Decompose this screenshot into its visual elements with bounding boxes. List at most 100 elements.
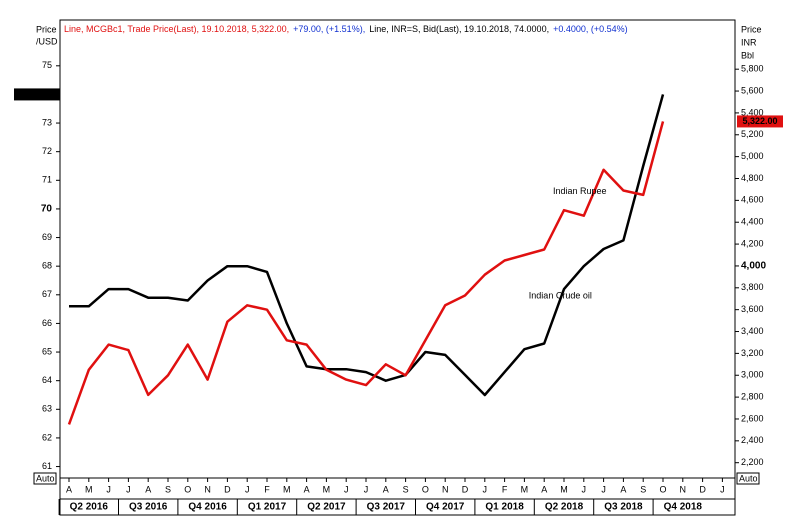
x-tick-label: D — [224, 484, 231, 494]
x-tick-label: N — [680, 484, 687, 494]
x-tick-label: A — [541, 484, 547, 494]
series-line — [67, 121, 665, 425]
last-value-box — [737, 115, 783, 128]
x-tick-label: D — [462, 484, 469, 494]
quarter-label: Q2 2016 — [70, 502, 109, 513]
y-tick-label: 70 — [41, 204, 53, 215]
y2-tick-label: 5,400 — [741, 107, 764, 117]
y2-tick-label: 2,600 — [741, 413, 764, 423]
y2-tick-label: 4,600 — [741, 195, 764, 205]
header-segment: +79.00, (+1.51%), — [293, 24, 365, 34]
y2-tick-label: 5,000 — [741, 151, 764, 161]
x-tick-label: N — [442, 484, 449, 494]
quarter-label: Q3 2018 — [604, 502, 643, 513]
y-axis-title: /USD — [36, 36, 58, 46]
y2-tick-label: 4,800 — [741, 173, 764, 183]
y2-tick-label: 3,200 — [741, 348, 764, 358]
y2-tick-label: 5,600 — [741, 85, 764, 95]
last-value-label: 5,322.00 — [742, 116, 777, 126]
y2-axis-title: Bbl — [741, 50, 754, 60]
y2-tick-label: 3,800 — [741, 282, 764, 292]
y2-tick-label: 4,000 — [741, 261, 766, 272]
header-segment: Line, MCGBc1, Trade Price(Last), 19.10.2… — [64, 24, 289, 34]
quarter-label: Q3 2016 — [129, 502, 168, 513]
quarter-label: Q1 2017 — [248, 502, 287, 513]
y-tick-label: 64 — [42, 375, 52, 385]
y-tick-label: 66 — [42, 318, 52, 328]
x-tick-label: O — [184, 484, 191, 494]
y2-tick-label: 5,800 — [741, 64, 764, 74]
quarter-label: Q4 2016 — [188, 502, 227, 513]
x-tick-label: J — [106, 484, 111, 494]
x-tick-label: M — [521, 484, 529, 494]
auto-box — [736, 472, 760, 485]
quarter-label: Q4 2018 — [664, 502, 703, 513]
y-tick-label: 68 — [42, 261, 52, 271]
x-tick-label: A — [145, 484, 151, 494]
x-tick-label: J — [245, 484, 250, 494]
x-tick-label: F — [502, 484, 508, 494]
x-tick-label: A — [383, 484, 389, 494]
x-tick-label: J — [601, 484, 606, 494]
header-segment: Line, INR=S, Bid(Last), 19.10.2018, 74.0… — [369, 24, 549, 34]
x-axis-frame — [59, 477, 736, 516]
x-tick-label: O — [659, 484, 666, 494]
series-line — [69, 94, 665, 397]
y-tick-label: 63 — [42, 404, 52, 414]
y-tick-label: 62 — [42, 432, 52, 442]
quarter-label: Q2 2018 — [545, 502, 584, 513]
y-tick-label: 67 — [42, 289, 52, 299]
x-tick-label: S — [165, 484, 171, 494]
y-tick-label: 61 — [42, 461, 52, 471]
last-value-box — [14, 88, 60, 101]
y-tick-label: 72 — [42, 146, 52, 156]
x-tick-label: A — [66, 484, 72, 494]
x-tick-label: A — [304, 484, 310, 494]
y2-tick-label: 5,200 — [741, 129, 764, 139]
last-value-label: 74.0000 — [21, 89, 54, 99]
y-tick-label: 65 — [42, 346, 52, 356]
y2-axis-title: INR — [741, 37, 757, 47]
y2-tick-label: 3,400 — [741, 326, 764, 336]
x-tick-label: F — [264, 484, 270, 494]
x-tick-label: M — [283, 484, 291, 494]
y-tick-label: 73 — [42, 117, 52, 127]
auto-label: Auto — [36, 473, 55, 483]
header-segment: +0.4000, (+0.54%) — [553, 24, 628, 34]
y2-tick-label: 4,200 — [741, 238, 764, 248]
y2-tick-label: 2,200 — [741, 457, 764, 467]
y2-tick-label: 2,800 — [741, 391, 764, 401]
plot-frame — [59, 19, 736, 479]
quarter-label: Q3 2017 — [367, 502, 406, 513]
quarter-label: Q4 2017 — [426, 502, 465, 513]
y2-tick-label: 4,400 — [741, 217, 764, 227]
quarter-label: Q1 2018 — [485, 502, 524, 513]
y2-tick-label: 3,000 — [741, 370, 764, 380]
y-tick-label: 69 — [42, 232, 52, 242]
auto-box — [33, 472, 57, 485]
x-tick-label: N — [204, 484, 211, 494]
x-tick-label: A — [620, 484, 626, 494]
x-tick-label: M — [560, 484, 568, 494]
x-tick-label: J — [720, 484, 725, 494]
y2-tick-label: 3,600 — [741, 304, 764, 314]
annotation: Indian Crude oil — [529, 291, 592, 301]
x-tick-label: D — [699, 484, 706, 494]
y-axis-title: Price — [36, 24, 57, 34]
y2-axis-title: Price — [741, 24, 762, 34]
x-tick-label: J — [344, 484, 349, 494]
y2-tick-label: 2,400 — [741, 435, 764, 445]
x-tick-label: O — [422, 484, 429, 494]
auto-label: Auto — [739, 473, 758, 483]
x-tick-label: S — [403, 484, 409, 494]
x-tick-label: J — [126, 484, 131, 494]
x-tick-label: J — [364, 484, 369, 494]
annotation: Indian Rupee — [553, 186, 607, 196]
y-tick-label: 75 — [42, 60, 52, 70]
x-tick-label: J — [483, 484, 488, 494]
quarter-label: Q2 2017 — [307, 502, 346, 513]
y-tick-label: 71 — [42, 175, 52, 185]
header: Line, MCGBc1, Trade Price(Last), 19.10.2… — [64, 24, 628, 34]
x-tick-label: M — [323, 484, 331, 494]
